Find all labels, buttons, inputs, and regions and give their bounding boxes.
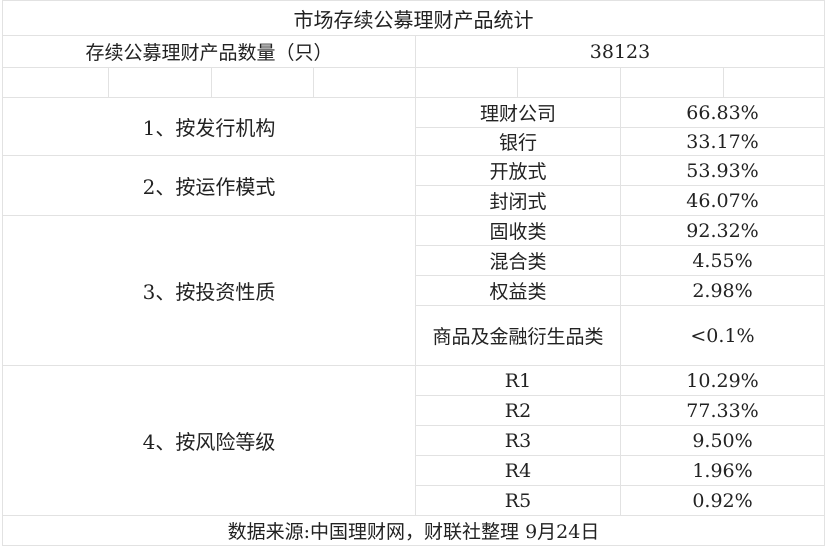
table-row: R5 0.92% — [3, 485, 825, 516]
group-label: 2、按运作模式 — [2, 155, 416, 216]
item-value: 66.83% — [620, 97, 825, 128]
item-value: 9.50% — [620, 425, 825, 456]
item-value: 92.32% — [620, 215, 825, 246]
empty-row — [2, 67, 825, 98]
table-row: R4 1.96% — [3, 455, 825, 486]
table-title: 市场存续公募理财产品统计 — [2, 0, 825, 36]
item-value: 77.33% — [620, 395, 825, 426]
item-name: 理财公司 — [415, 97, 621, 128]
item-name: 固收类 — [415, 215, 621, 246]
item-name: 封闭式 — [415, 185, 621, 216]
item-value: 53.93% — [620, 155, 825, 186]
item-value: 4.55% — [620, 245, 825, 276]
item-name: 商品及金融衍生品类 — [415, 305, 621, 366]
item-value: 1.96% — [620, 455, 825, 486]
item-name: R5 — [415, 485, 621, 516]
table-row: 混合类 4.55% — [3, 245, 825, 276]
item-value: 33.17% — [620, 127, 825, 156]
item-name: 权益类 — [415, 275, 621, 306]
item-name: R4 — [415, 455, 621, 486]
item-name: 开放式 — [415, 155, 621, 186]
item-value: <0.1% — [620, 305, 825, 366]
table-row: 2、按运作模式 开放式 53.93% — [2, 155, 825, 216]
table-row: 1、按发行机构 理财公司 66.83% — [2, 97, 825, 156]
count-label: 存续公募理财产品数量（只） — [2, 35, 416, 68]
table-row: 权益类 2.98% — [3, 275, 825, 306]
table-row: 封闭式 46.07% — [3, 185, 825, 216]
item-value: 46.07% — [620, 185, 825, 216]
count-value: 38123 — [415, 35, 825, 68]
table-row: R2 77.33% — [3, 395, 825, 426]
item-value: 2.98% — [620, 275, 825, 306]
table-row: 银行 33.17% — [3, 127, 825, 156]
item-name: R2 — [415, 395, 621, 426]
item-value: 0.92% — [620, 485, 825, 516]
item-name: 银行 — [415, 127, 621, 156]
table-row: 4、按风险等级 R1 10.29% — [2, 365, 825, 516]
table-row: 商品及金融衍生品类 <0.1% — [3, 305, 825, 366]
group-label: 4、按风险等级 — [2, 365, 416, 516]
group-label: 1、按发行机构 — [2, 97, 416, 156]
item-value: 10.29% — [620, 365, 825, 396]
group-label: 3、按投资性质 — [2, 215, 416, 366]
item-name: R1 — [415, 365, 621, 396]
source-footer: 数据来源:中国理财网，财联社整理 9月24日 — [2, 515, 825, 546]
item-name: 混合类 — [415, 245, 621, 276]
table-row: R3 9.50% — [3, 425, 825, 456]
item-name: R3 — [415, 425, 621, 456]
table-row: 3、按投资性质 固收类 92.32% — [2, 215, 825, 366]
